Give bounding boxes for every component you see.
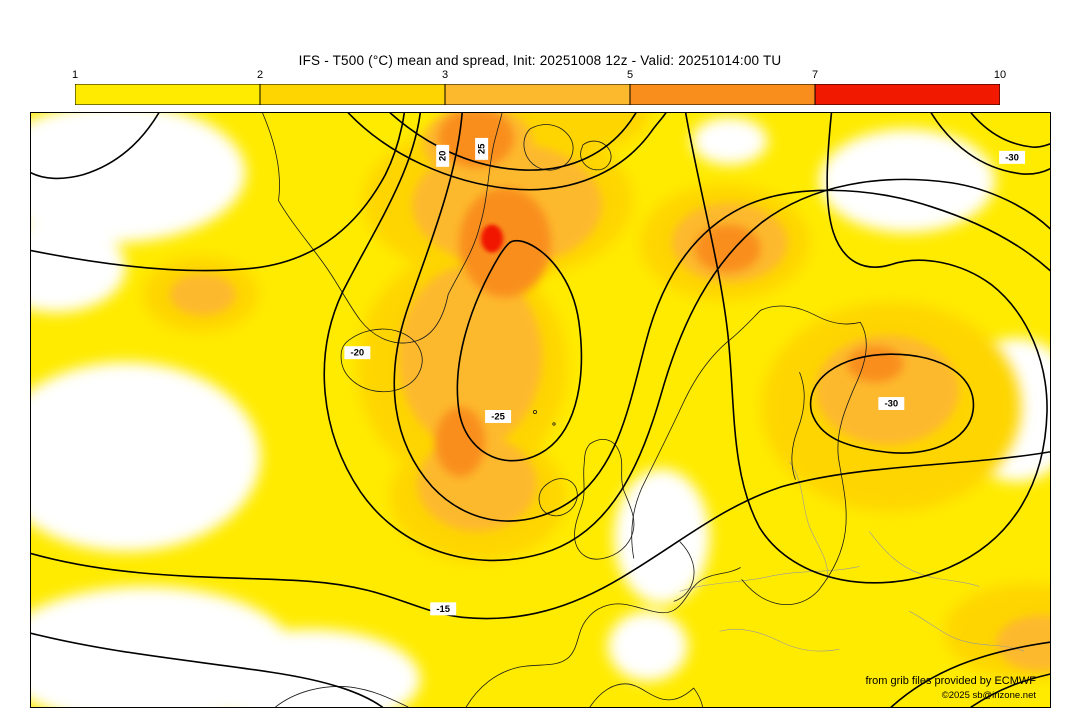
spread-5-7: [435, 113, 904, 477]
contour: [347, 113, 667, 191]
coast-iberia: [275, 686, 409, 707]
coast-uk: [574, 439, 635, 560]
contour: [970, 113, 1050, 148]
coast-faroe: [533, 409, 538, 414]
colorbar-segment: [75, 84, 261, 105]
chart-title: IFS - T500 (°C) mean and spread, Init: 2…: [298, 53, 782, 68]
colorbar: 1 2 3 5 7 10: [71, 69, 1006, 109]
coast-gulf-bothnia: [791, 371, 805, 480]
svg-text:-30: -30: [1005, 152, 1019, 163]
colorbar-tick: 3: [441, 69, 449, 81]
contour: [31, 113, 406, 272]
colorbar-segment: [444, 84, 631, 105]
coast-denmark: [673, 541, 695, 602]
colorbar-tick: 1: [71, 69, 79, 81]
svg-text:-30: -30: [884, 399, 898, 410]
colorbar-segment: [629, 84, 816, 105]
attribution-copyright: ©2025 sb@irizone.net: [941, 690, 1036, 701]
colorbar-segment: [814, 84, 1000, 105]
contour-trough-outer: [323, 113, 1050, 562]
colorbar-tick: 7: [811, 69, 819, 81]
spread-7-10: [481, 224, 504, 253]
colorbar-segment: [259, 84, 446, 105]
map-area: -30 20 25 -25: [30, 112, 1051, 708]
contour: [970, 673, 1050, 707]
attribution: from grib files provided by ECMWF ©2025 …: [865, 675, 1036, 701]
spread-shading: [31, 113, 1050, 707]
contour-label: -25: [485, 410, 512, 423]
coast-iceland: [340, 328, 423, 393]
contour-trough-inner: [456, 239, 583, 462]
country-borders: [679, 461, 1025, 652]
coast-shetland: [552, 422, 556, 426]
contour-label: -30: [999, 150, 1026, 164]
contour: [890, 641, 1050, 707]
forecast-map: -30 20 25 -25: [31, 113, 1050, 707]
contour-lines: [31, 113, 1050, 707]
contour: [31, 632, 384, 707]
contour-label: -20: [344, 346, 371, 360]
svg-text:25: 25: [477, 144, 488, 155]
attribution-source: from grib files provided by ECMWF: [865, 675, 1036, 687]
contour: [389, 113, 637, 171]
coast-west-europe: [465, 567, 741, 707]
coast-ireland: [538, 478, 578, 517]
contour-trough-middle: [393, 113, 1050, 522]
coast-mediterranean: [589, 683, 704, 707]
contour-right-horseshoe: [684, 113, 1048, 584]
contour-label: -30: [878, 397, 905, 410]
contour: [31, 113, 160, 180]
coast-scandinavia: [631, 305, 867, 605]
colorbar-tick: 2: [256, 69, 264, 81]
colorbar-tick: 10: [993, 69, 1007, 81]
contour-closed-low: [809, 353, 975, 454]
coastlines: [262, 113, 867, 707]
svg-text:-15: -15: [436, 604, 450, 615]
coast-svalbard-2: [580, 140, 612, 171]
colorbar-tick: 5: [626, 69, 634, 81]
contour: [930, 113, 1050, 175]
svg-text:-20: -20: [351, 348, 365, 359]
contour-labels: -30 20 25 -25: [344, 137, 1026, 616]
contour-minus15: [31, 451, 1050, 620]
contour-label: -15: [430, 602, 457, 616]
svg-text:20: 20: [438, 151, 449, 162]
contour-label: 20: [436, 144, 450, 167]
coast-greenland: [262, 113, 503, 344]
colorbar-bar: [75, 84, 1000, 105]
contour-label: 25: [475, 137, 489, 160]
svg-text:-25: -25: [491, 411, 505, 422]
